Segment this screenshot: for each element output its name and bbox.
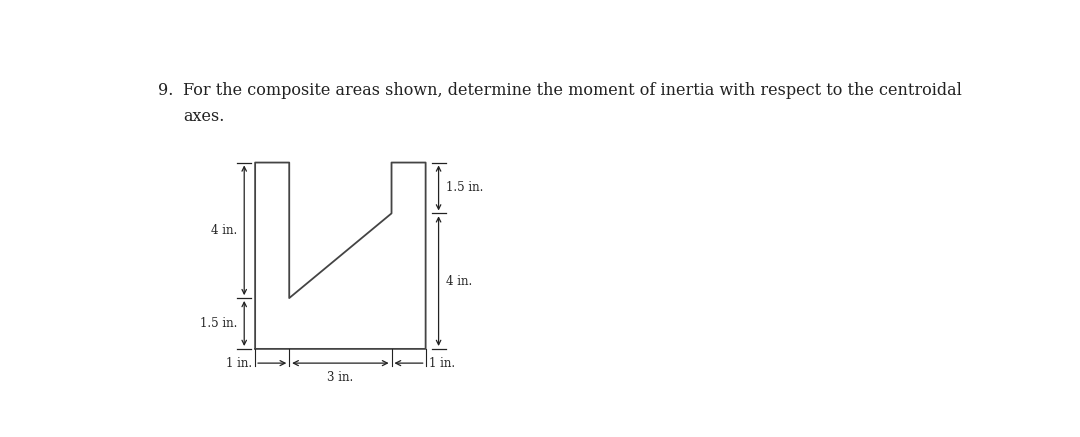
Text: For the composite areas shown, determine the moment of inertia with respect to t: For the composite areas shown, determine… [183, 82, 962, 99]
Text: 1 in.: 1 in. [429, 357, 455, 370]
Text: 1.5 in.: 1.5 in. [446, 181, 483, 194]
Text: 4 in.: 4 in. [211, 224, 238, 237]
Text: 9.: 9. [159, 82, 174, 99]
Text: axes.: axes. [183, 108, 225, 125]
Text: 4 in.: 4 in. [446, 274, 472, 288]
Text: 1 in.: 1 in. [226, 357, 252, 370]
Text: 3 in.: 3 in. [327, 371, 353, 384]
Text: 1.5 in.: 1.5 in. [200, 317, 238, 330]
